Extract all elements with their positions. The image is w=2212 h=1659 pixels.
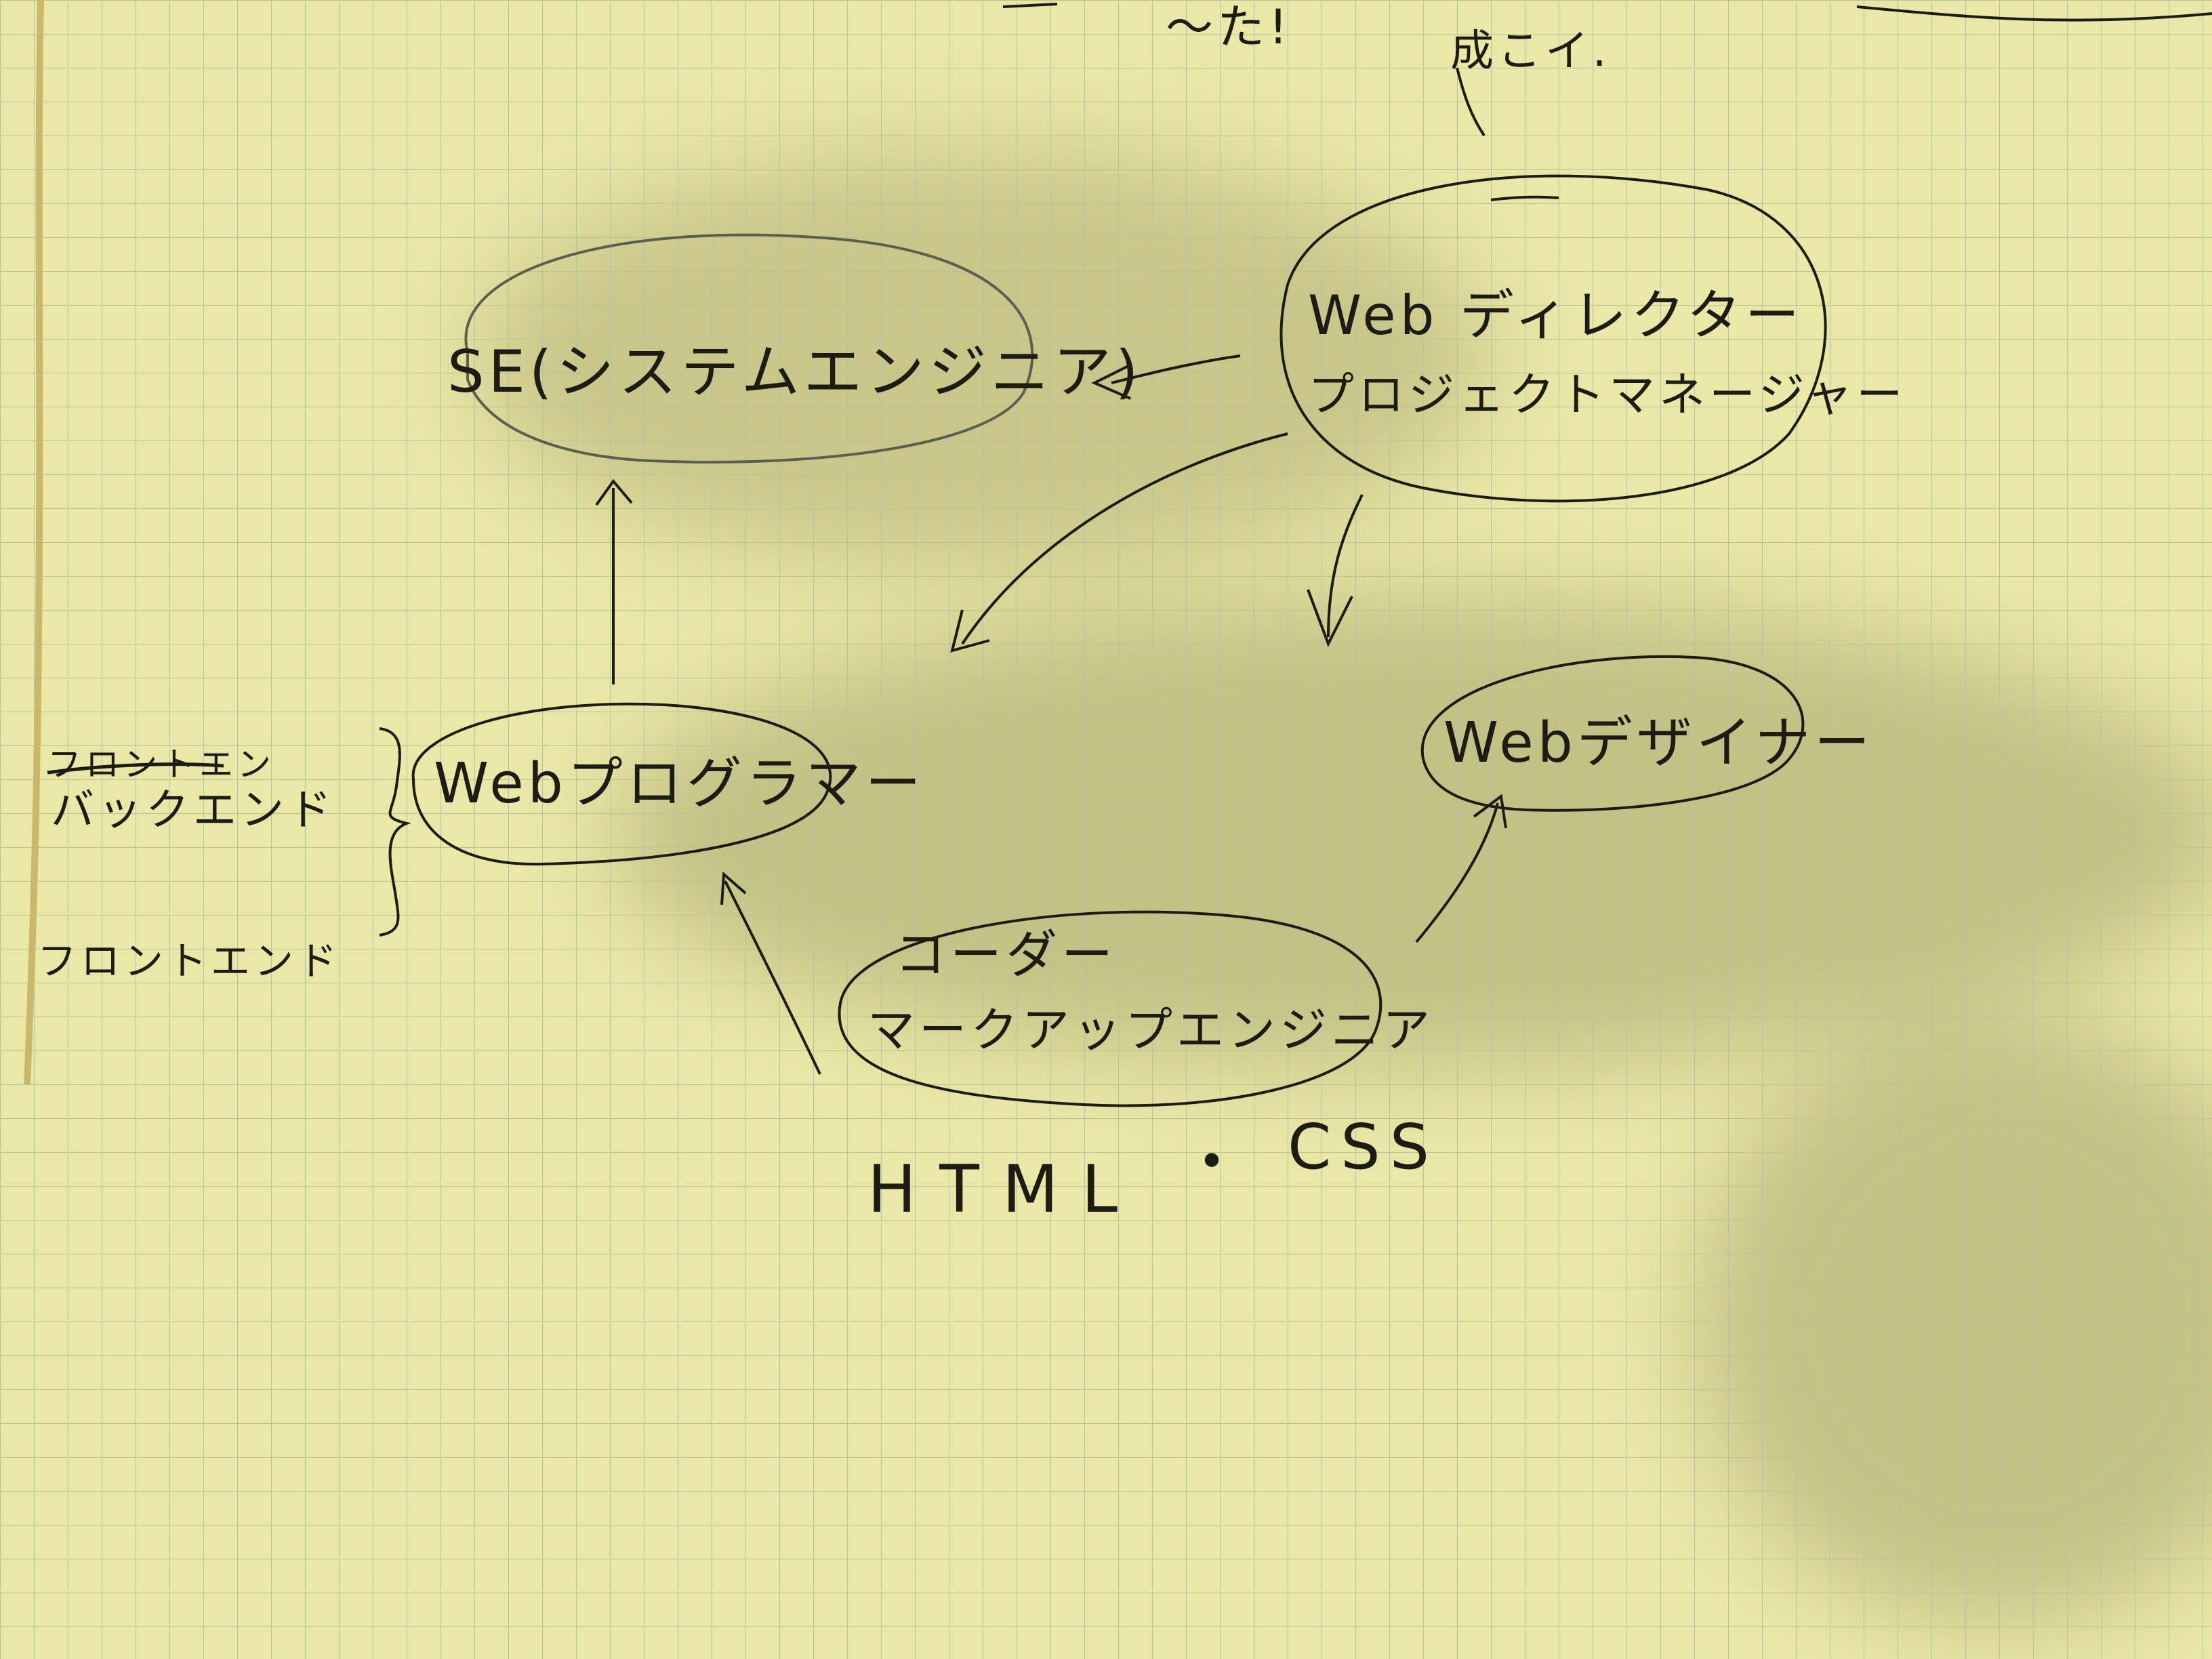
arrow-director-to-se — [1111, 354, 1241, 384]
coder-ellipse — [838, 910, 1382, 1107]
director-label-2: プロジェクトマネージャー — [1308, 369, 1907, 422]
side-note-backend: バックエンド — [51, 785, 335, 836]
top-small-arrow — [1456, 67, 1486, 137]
top-line — [1856, 5, 2212, 22]
arrow-coder-to-programmer — [724, 880, 821, 1075]
strike-line — [47, 762, 224, 775]
coder-label-2: マークアップエンジニア — [867, 1002, 1434, 1058]
arrow-coder-to-designer — [1415, 802, 1499, 943]
top-fragment-1: ～た! — [1166, 0, 1292, 55]
designer-label: Webデザイナー — [1443, 711, 1875, 775]
director-label-1: Web ディレクター — [1308, 284, 1804, 347]
director-ellipse — [1279, 174, 1827, 503]
side-note-brace — [379, 727, 411, 937]
coder-label-1: コーダー — [895, 924, 1117, 985]
footer-html: HTML — [867, 1151, 1141, 1227]
footer-css: CSS — [1288, 1111, 1439, 1183]
arrow-programmer-to-se-head — [595, 478, 633, 506]
programmer-label: Webプログラマー — [434, 752, 925, 816]
se-ellipse — [464, 233, 1034, 464]
arrow-director-to-se-head — [1091, 365, 1131, 400]
arrow-director-to-programmer — [961, 432, 1288, 645]
arrow-director-to-designer-head — [1307, 589, 1353, 647]
arrow-coder-to-designer-head — [1473, 794, 1507, 829]
top-fragment-2: 成こイ. — [1450, 26, 1611, 77]
arrow-coder-to-programmer-head — [720, 871, 747, 905]
side-note-frontend: フロントエンド — [37, 938, 342, 984]
side-note-struck: フロントエン — [47, 745, 275, 784]
notebook-edge — [24, 0, 44, 1085]
director-top-tick — [1490, 195, 1559, 201]
arrow-director-to-programmer-head — [950, 609, 990, 653]
se-label: SE(システムエンジニア) — [447, 338, 1143, 406]
arrow-director-to-designer — [1327, 494, 1364, 638]
footer-dot: ・ — [1179, 1124, 1248, 1200]
top-line-small — [1002, 3, 1058, 8]
programmer-ellipse — [411, 702, 832, 866]
designer-ellipse — [1420, 655, 1805, 812]
